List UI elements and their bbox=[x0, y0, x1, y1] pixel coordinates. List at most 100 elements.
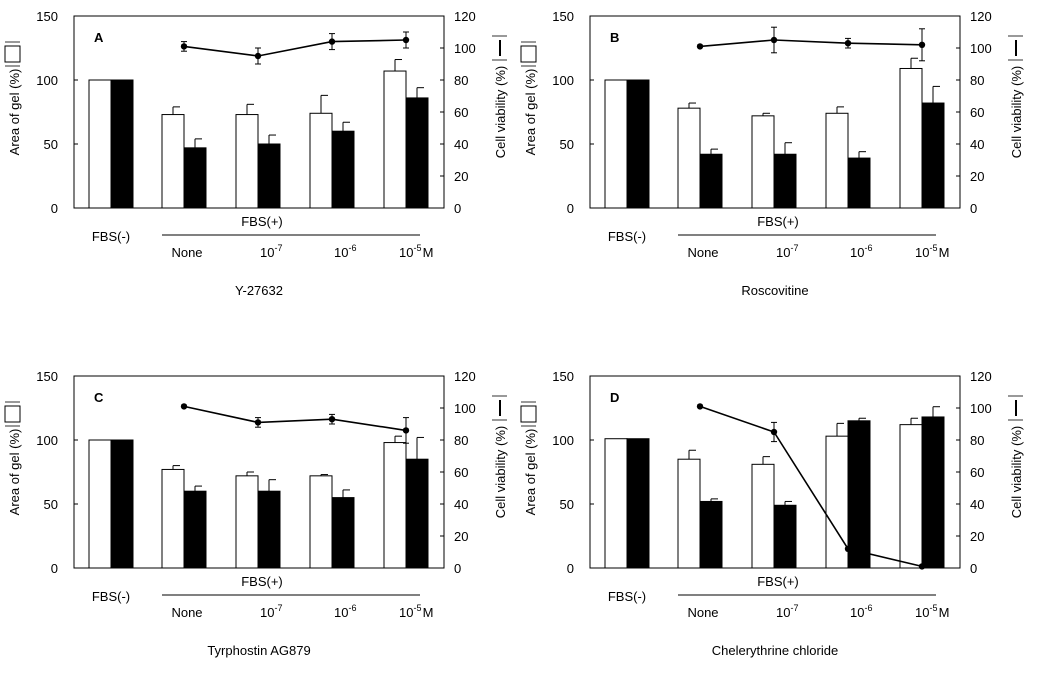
y2-tick-label: 60 bbox=[970, 465, 984, 480]
filled-bar bbox=[921, 416, 945, 569]
y2-axis-label: Cell viability (%) bbox=[493, 426, 508, 518]
viability-point bbox=[402, 36, 410, 44]
y2-tick-label: 40 bbox=[454, 137, 468, 152]
filled-bar bbox=[773, 504, 797, 569]
category-label-dose-2: 10-6 bbox=[850, 603, 872, 620]
viability-line bbox=[183, 405, 407, 432]
y2-tick-label: 100 bbox=[454, 401, 476, 416]
filled-bar bbox=[773, 153, 797, 209]
open-bar bbox=[825, 435, 849, 569]
unit-label: M bbox=[939, 245, 950, 260]
y-tick-label: 100 bbox=[36, 433, 58, 448]
y2-tick-label: 20 bbox=[970, 529, 984, 544]
filled-bar bbox=[699, 500, 723, 569]
panel-d: 0 50 100 150 0 20 40 60 80 100 120 D Area of gel (%)… bbox=[520, 369, 1024, 658]
y-tick-label: 100 bbox=[552, 73, 574, 88]
open-bar bbox=[88, 439, 112, 569]
open-bar bbox=[235, 475, 259, 569]
viability-line bbox=[699, 405, 923, 568]
viability-point bbox=[918, 563, 926, 570]
category-label-dose-2: 10-6 bbox=[850, 243, 872, 260]
y-tick-label: 100 bbox=[552, 433, 574, 448]
y2-axis-label-group: Cell viability (%) bbox=[1008, 35, 1024, 158]
y2-axis-label: Cell viability (%) bbox=[493, 66, 508, 158]
category-label-fbs-minus: FBS(-) bbox=[608, 589, 646, 604]
category-label-dose-2: 10-6 bbox=[334, 243, 356, 260]
y-tick-label: 150 bbox=[552, 369, 574, 384]
viability-line bbox=[699, 39, 923, 48]
y2-tick-label: 60 bbox=[454, 465, 468, 480]
y-axis-label-group: Area of gel (%) bbox=[520, 401, 538, 515]
y-tick-label: 100 bbox=[36, 73, 58, 88]
open-bar bbox=[235, 114, 259, 209]
filled-bar bbox=[257, 143, 281, 209]
fbs-plus-label: FBS(+) bbox=[241, 214, 283, 229]
panel-a: 0 50 100 150 0 20 40 60 80 100 120 A Area of gel (%)… bbox=[4, 9, 508, 298]
filled-bar bbox=[331, 130, 355, 209]
open-bar bbox=[751, 115, 775, 209]
y-axis-label-group: Area of gel (%) bbox=[4, 401, 22, 515]
y-tick-label: 50 bbox=[44, 497, 58, 512]
y-tick-label: 150 bbox=[36, 369, 58, 384]
viability-point bbox=[696, 403, 704, 410]
unit-label: M bbox=[423, 605, 434, 620]
y2-tick-label: 80 bbox=[970, 73, 984, 88]
legend-open-bar-symbol bbox=[520, 45, 537, 63]
category-label-none: None bbox=[171, 605, 202, 620]
y2-tick-label: 20 bbox=[454, 529, 468, 544]
open-bar bbox=[161, 468, 185, 569]
fbs-plus-label: FBS(+) bbox=[757, 214, 799, 229]
viability-point bbox=[844, 545, 852, 552]
compound-label: Tyrphostin AG879 bbox=[207, 643, 310, 658]
y-axis-label: Area of gel (%) bbox=[7, 69, 22, 156]
viability-point bbox=[770, 36, 778, 44]
viability-point bbox=[180, 403, 188, 410]
category-label-none: None bbox=[171, 245, 202, 260]
viability-point bbox=[770, 428, 778, 436]
filled-bar bbox=[257, 490, 281, 569]
y2-axis-label-group: Cell viability (%) bbox=[492, 35, 508, 158]
y2-tick-label: 100 bbox=[454, 41, 476, 56]
viability-point bbox=[254, 52, 262, 60]
y2-tick-label: 60 bbox=[970, 105, 984, 120]
y2-tick-label: 80 bbox=[970, 433, 984, 448]
category-label-fbs-minus: FBS(-) bbox=[608, 229, 646, 244]
open-bar bbox=[751, 463, 775, 569]
y2-tick-label: 80 bbox=[454, 73, 468, 88]
y2-tick-label: 0 bbox=[970, 561, 977, 576]
open-bar bbox=[309, 475, 333, 569]
open-bar bbox=[88, 79, 112, 209]
category-label-none: None bbox=[687, 605, 718, 620]
y-axis-label-group: Area of gel (%) bbox=[4, 41, 22, 156]
category-label-none: None bbox=[687, 245, 718, 260]
category-label-dose-1: 10-7 bbox=[776, 243, 798, 260]
y2-tick-label: 100 bbox=[970, 401, 992, 416]
filled-bar bbox=[626, 438, 650, 569]
y2-tick-label: 0 bbox=[454, 201, 461, 216]
category-label-fbs-minus: FBS(-) bbox=[92, 589, 130, 604]
viability-point bbox=[328, 416, 336, 423]
y2-tick-label: 40 bbox=[970, 497, 984, 512]
category-label-dose-3: 10-5 bbox=[399, 243, 421, 260]
filled-bar bbox=[699, 153, 723, 209]
legend-open-bar-symbol bbox=[4, 405, 21, 423]
panel-letter: B bbox=[610, 30, 619, 45]
filled-bar bbox=[847, 420, 871, 569]
category-label-fbs-minus: FBS(-) bbox=[92, 229, 130, 244]
open-bar bbox=[677, 107, 701, 209]
viability-point bbox=[696, 43, 704, 50]
y-axis-label-group: Area of gel (%) bbox=[520, 41, 538, 156]
panel-letter: D bbox=[610, 390, 619, 405]
open-bar bbox=[604, 438, 628, 569]
viability-point bbox=[402, 427, 410, 434]
filled-bar bbox=[405, 97, 429, 209]
panel-letter: C bbox=[94, 390, 104, 405]
y2-tick-label: 20 bbox=[454, 169, 468, 184]
y2-tick-label: 40 bbox=[454, 497, 468, 512]
y-axis-label: Area of gel (%) bbox=[523, 69, 538, 156]
open-bar bbox=[383, 442, 407, 569]
filled-bar bbox=[110, 79, 134, 209]
y-tick-label: 0 bbox=[567, 561, 574, 576]
filled-bar bbox=[847, 157, 871, 209]
